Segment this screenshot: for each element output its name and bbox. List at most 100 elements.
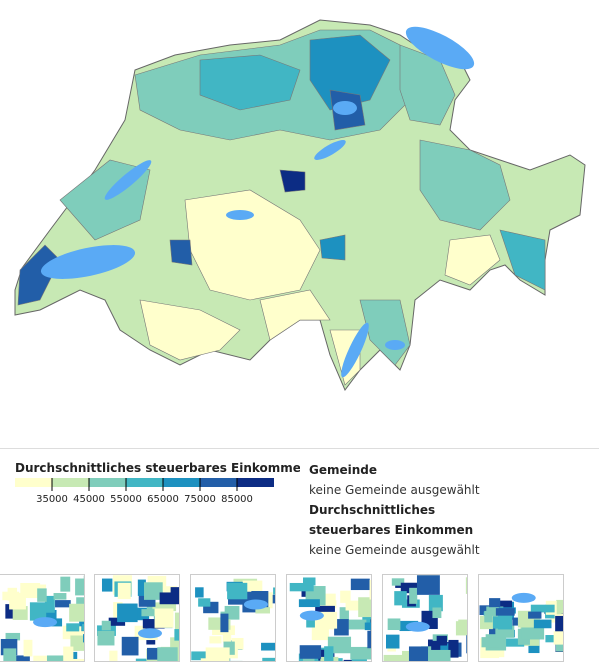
info-value: keine Gemeinde ausgewählt (309, 483, 480, 497)
thumbnail-region (97, 630, 115, 646)
thumbnail-region (46, 655, 66, 661)
thumbnail-region (350, 578, 370, 591)
thumbnail-region (298, 599, 320, 608)
thumbnail-lake (511, 592, 536, 603)
thumbnail-region (436, 635, 447, 646)
thumbnail-region (70, 635, 84, 651)
legend-tick-label: 75000 (184, 494, 216, 505)
thumbnail-region (198, 598, 211, 607)
thumbnail-region (82, 624, 84, 631)
thumbnail-region (97, 625, 116, 636)
regions (17, 29, 546, 386)
thumbnail-region (383, 654, 408, 661)
thumbnail[interactable] (94, 574, 180, 662)
lakes (40, 26, 475, 378)
thumbnail-region (218, 660, 243, 661)
thumbnail-region (371, 592, 372, 601)
info-value: keine Gemeinde ausgewählt (309, 543, 480, 557)
thumbnail-region (191, 651, 207, 661)
thumbnail-region (75, 578, 84, 596)
thumbnail-region (209, 636, 222, 644)
thumbnail-region (195, 587, 204, 598)
separator (0, 448, 599, 449)
thumbnail-region (159, 592, 179, 605)
thumbnail-region (334, 619, 349, 636)
thumbnail-region (121, 636, 139, 656)
thumbnail-region (486, 606, 504, 617)
thumbnail-region (369, 579, 371, 600)
thumbnail-region (351, 657, 367, 661)
thumbnail-lake (243, 599, 268, 610)
thumbnail-region (497, 611, 513, 630)
thumbnail-lake (405, 621, 430, 632)
thumbnail-region (170, 637, 179, 657)
info-label: Gemeinde (309, 463, 378, 477)
thumbnail-region (367, 630, 371, 649)
thumbnail[interactable] (0, 574, 85, 662)
thumbnail-map (479, 592, 563, 659)
thumbnail-region (7, 655, 30, 661)
thumbnail-region (117, 603, 138, 623)
thumbnail[interactable] (286, 574, 372, 662)
legend-title: Durchschnittliches steuerbares Einkommen (15, 461, 300, 475)
thumbnail-region (409, 587, 418, 604)
thumbnail-region (227, 582, 248, 600)
thumbnail-region (242, 580, 263, 592)
thumbnail-map (0, 575, 84, 661)
thumbnail-region (154, 608, 174, 628)
thumbnail-region (416, 575, 440, 595)
thumbnail-region (29, 602, 47, 621)
thumbnail-region (466, 635, 467, 654)
thumbnail-region (261, 642, 275, 651)
thumbnail-region (220, 613, 229, 633)
thumbnail-region (135, 658, 149, 661)
thumbnail-region (495, 608, 515, 616)
thumbnail-map (97, 575, 179, 661)
thumbnail-region (556, 599, 563, 614)
legend-tick-label: 55000 (110, 494, 142, 505)
legend: Durchschnittliches steuerbares Einkommen… (15, 461, 300, 505)
map[interactable] (0, 0, 599, 448)
thumbnail-region (3, 648, 17, 661)
thumbnail-region (315, 605, 335, 618)
thumbnail[interactable] (478, 574, 564, 662)
thumbnail-region (306, 618, 318, 628)
thumbnail-region (147, 647, 158, 660)
thumbnail-region (23, 639, 33, 657)
thumbnail-region (69, 603, 84, 622)
thumbnail-region (63, 646, 74, 661)
thumbnail-region (504, 638, 525, 647)
thumbnail-region (528, 611, 542, 619)
thumbnail-region (358, 597, 371, 618)
legend-tick-label: 85000 (221, 494, 253, 505)
thumbnail-region (255, 607, 271, 614)
info-panel: Gemeinde keine Gemeinde ausgewählt Durch… (309, 460, 519, 560)
legend-tick-label: 45000 (73, 494, 105, 505)
thumbnail-region (394, 591, 407, 606)
thumbnail-region (117, 582, 131, 600)
thumbnail-region (553, 631, 563, 645)
thumbnail-region (428, 649, 451, 661)
thumbnail-region (530, 604, 555, 613)
thumbnail-region (481, 637, 500, 648)
thumbnail-region (386, 634, 400, 649)
thumbnail-region (303, 577, 316, 586)
thumbnail-region (340, 590, 351, 603)
thumbnail-region (555, 615, 563, 634)
thumbnail-region (231, 637, 244, 650)
thumbnail[interactable] (190, 574, 276, 662)
thumbnail-region (109, 650, 118, 661)
thumbnail-region (289, 582, 314, 592)
thumbnail-region (495, 600, 513, 611)
thumbnail-region (458, 619, 467, 631)
legend-tick-label: 65000 (147, 494, 179, 505)
thumbnail[interactable] (382, 574, 468, 662)
thumbnail-map (289, 577, 372, 661)
legend-swatch (200, 478, 237, 487)
thumbnail-region (222, 629, 232, 643)
thumbnail-region (43, 609, 57, 619)
thumbnail-region (427, 639, 441, 651)
thumbnail-region (101, 620, 111, 631)
legend-swatch (15, 478, 52, 487)
